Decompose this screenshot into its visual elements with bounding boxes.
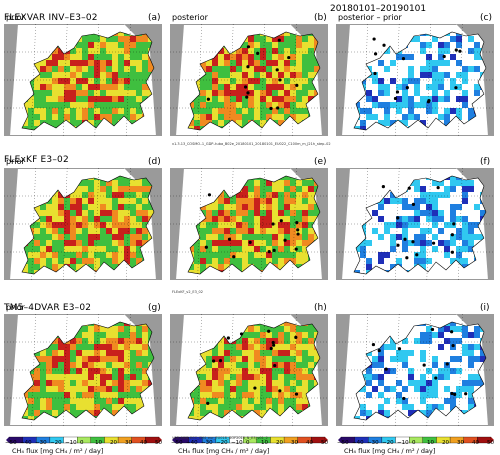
colorbar-tick-label: 50 [155, 440, 162, 446]
map-svg [170, 314, 328, 426]
colorbar [6, 436, 162, 444]
colorbar-title: CH₄ flux [mg CH₄ / m² / day] [178, 447, 270, 455]
map-svg [4, 168, 162, 280]
panel-letter: (c) [480, 13, 492, 23]
colorbar-title: CH₄ flux [mg CH₄ / m² / day] [344, 447, 436, 455]
panel-subtitle: prior [6, 13, 25, 22]
colorbar-tick-label: −50 [171, 440, 183, 446]
row-title-flexkf: FLExKF E3–02 [4, 155, 69, 165]
run-id-row1: v1.3.13_COSMO–1_GDP–tuba_B02e_20180101_2… [172, 142, 331, 146]
map-panel-f [336, 168, 494, 280]
map-panel-g [4, 314, 162, 426]
panel-subtitle: prior [6, 303, 25, 312]
panel-letter: (e) [314, 157, 327, 167]
colorbar-tick-label: −30 [201, 440, 213, 446]
colorbar-tick-label: −10 [231, 440, 243, 446]
map-panel-c [336, 24, 494, 136]
map-svg [336, 168, 494, 280]
colorbar-tick-label: −40 [20, 440, 32, 446]
row-title-tm5: TM5–4DVAR E3–02 [4, 303, 92, 313]
colorbar-tick-label: 40 [140, 440, 147, 446]
colorbar-tick-label: −10 [65, 440, 77, 446]
colorbar-tick-label: 10 [95, 440, 102, 446]
panel-subtitle: posterior – prior [338, 13, 402, 22]
colorbar-3 [338, 431, 494, 450]
colorbar-tick-label: −20 [216, 440, 228, 446]
map-svg [336, 24, 494, 136]
colorbar-tick-label: 50 [487, 440, 494, 446]
colorbar-tick-label: 30 [457, 440, 464, 446]
map-panel-h [170, 314, 328, 426]
colorbar-tick-label: −20 [382, 440, 394, 446]
map-svg [170, 168, 328, 280]
colorbar-tick-label: 20 [276, 440, 283, 446]
colorbar-tick-label: 0 [246, 440, 250, 446]
map-svg [4, 24, 162, 136]
colorbar-1 [6, 431, 162, 450]
panel-letter: (f) [480, 157, 491, 167]
colorbar-tick-label: −20 [50, 440, 62, 446]
map-svg [4, 314, 162, 426]
colorbar-tick-label: −50 [337, 440, 349, 446]
panel-letter: (i) [480, 303, 490, 313]
map-panel-e [170, 168, 328, 280]
panel-subtitle: prior [6, 157, 25, 166]
panel-subtitle: posterior [172, 13, 208, 22]
colorbar [338, 436, 494, 444]
colorbar-tick-label: 10 [427, 440, 434, 446]
colorbar-tick-label: 20 [442, 440, 449, 446]
colorbar-tick-label: 10 [261, 440, 268, 446]
colorbar-tick-label: 50 [321, 440, 328, 446]
map-panel-a [4, 24, 162, 136]
map-panel-i [336, 314, 494, 426]
panel-letter: (h) [314, 303, 327, 313]
map-panel-d [4, 168, 162, 280]
panel-letter: (g) [148, 303, 161, 313]
colorbar [172, 436, 328, 444]
colorbar-tick-label: −40 [186, 440, 198, 446]
colorbar-tick-label: 20 [110, 440, 117, 446]
colorbar-tick-label: 40 [472, 440, 479, 446]
colorbar-tick-label: −40 [352, 440, 364, 446]
colorbar-tick-label: 30 [125, 440, 132, 446]
colorbar-tick-label: −10 [397, 440, 409, 446]
colorbar-tick-label: 30 [291, 440, 298, 446]
colorbar-tick-label: −50 [5, 440, 17, 446]
map-svg [170, 24, 328, 136]
panel-letter: (a) [148, 13, 161, 23]
map-panel-b [170, 24, 328, 136]
map-svg [336, 314, 494, 426]
run-id-row3: VAR_M08_ECC_CH4_eur_EU018_GOF2018_N_E3_v… [172, 436, 268, 440]
colorbar-tick-label: 40 [306, 440, 313, 446]
colorbar-tick-label: 0 [412, 440, 416, 446]
panel-letter: (b) [314, 13, 327, 23]
colorbar-title: CH₄ flux [mg CH₄ / m² / day] [12, 447, 104, 455]
colorbar-tick-label: −30 [367, 440, 379, 446]
colorbar-2 [172, 431, 328, 450]
period-label: 20180101–20190101 [330, 4, 427, 14]
run-id-row2: FLExKF_v2_E3_02 [172, 290, 203, 294]
row-title-flexvar: FLEXVAR INV–E3–02 [4, 13, 98, 23]
colorbar-tick-label: −30 [35, 440, 47, 446]
panel-letter: (d) [148, 157, 161, 167]
colorbar-tick-label: 0 [80, 440, 84, 446]
